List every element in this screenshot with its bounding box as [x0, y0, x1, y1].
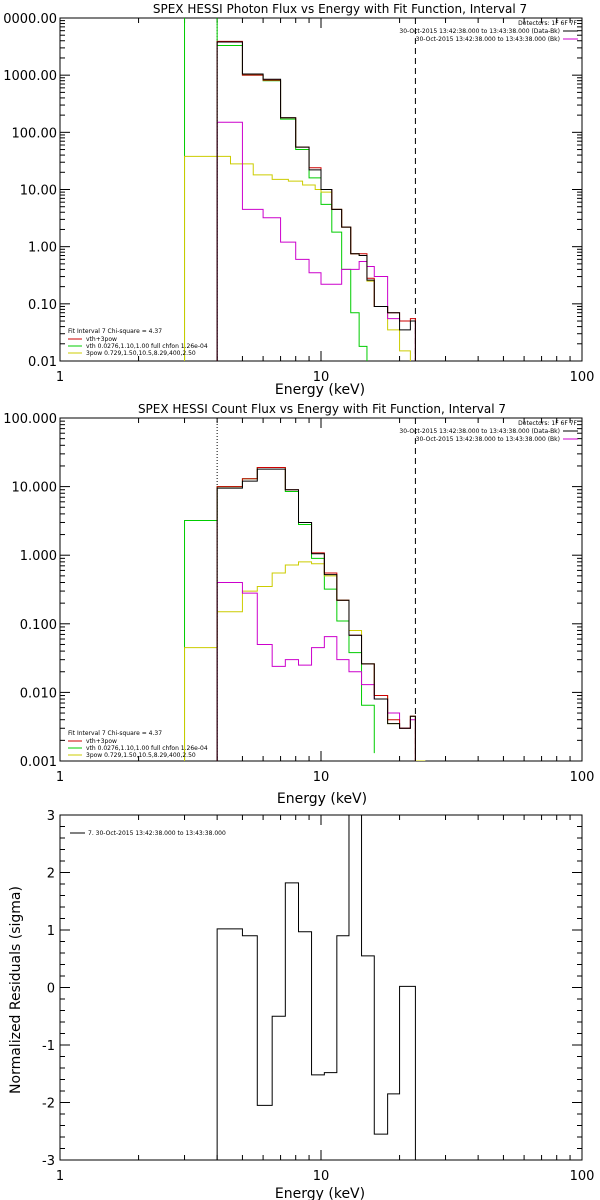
- x-axis-label: Energy (keV): [275, 382, 365, 398]
- y-tick-label: 100.00: [12, 126, 58, 141]
- y-tick-label: 2: [47, 867, 55, 882]
- x-tick-label: 10: [313, 370, 330, 385]
- series-bk: [216, 121, 416, 361]
- legend-thermal: vth 0.0276,1.10,1.00 full chfon 1.26e-04: [86, 745, 208, 752]
- x-tick-label: 100: [570, 770, 595, 785]
- legend-power: 3pow 0.729,1.50,10.5,8.29,400,2.50: [86, 350, 196, 357]
- series-thermal: [184, 18, 368, 361]
- series-total: [216, 466, 416, 761]
- x-tick-label: 1: [56, 770, 64, 785]
- legend-thermal: vth 0.0276,1.10,1.00 full chfon 1.26e-04: [86, 343, 208, 350]
- legend-power: 3pow 0.729,1.50,10.5,8.29,400,2.50: [86, 752, 196, 759]
- x-axis-label: Energy (keV): [277, 791, 367, 807]
- x-tick-label: 100: [570, 1169, 595, 1184]
- plot-area: 1 10 100 -3 -2 -1 0 1 2 3: [42, 809, 595, 1184]
- y-tick-label: 3: [47, 809, 55, 824]
- right-legend: Detectors: 1F 6F 7F 30-Oct-2015 13:42:38…: [399, 20, 578, 43]
- y-tick-label: 10.000: [12, 481, 58, 496]
- series-total: [216, 40, 416, 361]
- detectors-text: Detectors: 1F 6F 7F: [518, 420, 577, 427]
- y-tick-label: 1.00: [28, 241, 57, 256]
- series-thermal: [184, 466, 375, 761]
- y-tick-label: 1000.00: [3, 69, 57, 84]
- series-data: [216, 41, 416, 361]
- y-tick-label: 1: [47, 924, 55, 939]
- y-tick-label: 10.00: [20, 184, 57, 199]
- y-tick-label: 100.000: [3, 412, 57, 427]
- y-axis-label: Normalized Residuals (sigma): [8, 886, 24, 1094]
- left-legend: Fit Interval 7 Chi-square = 4.37 vth+3po…: [68, 730, 208, 759]
- x-tick-label: 1: [56, 1169, 64, 1184]
- x-tick-label: 1: [56, 370, 64, 385]
- y-tick-label: 0.001: [20, 755, 57, 770]
- series-bk: [216, 581, 416, 761]
- series-data: [216, 468, 416, 761]
- y-tick-label: -2: [42, 1097, 55, 1112]
- left-legend: Fit Interval 7 Chi-square = 4.37 vth+3po…: [68, 328, 208, 357]
- series-power: [184, 155, 411, 361]
- right-legend: Detectors: 1F 6F 7F 30-Oct-2015 13:42:38…: [399, 420, 578, 443]
- plot-frame: [59, 417, 583, 762]
- plot-area: 1 10 100 0.01 0.10 1.00 10.00 100.00 1000.00 0000…: [3, 12, 595, 385]
- series-data: [216, 815, 416, 1160]
- count-flux-panel: SPEX HESSI Count Flux vs Energy with Fit…: [3, 402, 594, 807]
- legend-text: 7. 30-Oct-2015 13:42:38.000 to 13:43:38.…: [88, 830, 226, 837]
- photon-flux-panel: SPEX HESSI Photon Flux vs Energy with Fi…: [3, 2, 594, 398]
- residuals-panel: Energy (keV) Normalized Residuals (sigma…: [8, 809, 594, 1200]
- detectors-text: Detectors: 1F 6F 7F: [518, 20, 577, 27]
- legend-total: vth+3pow: [86, 738, 117, 745]
- fit-info-text: Fit Interval 7 Chi-square = 4.37: [68, 730, 162, 737]
- chart-title: SPEX HESSI Count Flux vs Energy with Fit…: [138, 402, 506, 416]
- y-tick-label: 0.010: [20, 686, 57, 701]
- y-tick-label: 0000.00: [3, 12, 57, 27]
- y-tick-label: 0.10: [28, 298, 57, 313]
- y-tick-label: -1: [42, 1039, 55, 1054]
- x-tick-label: 10: [313, 1169, 330, 1184]
- legend-bk: 30-Oct-2015 13:42:38.000 to 13:43:38.000…: [416, 436, 560, 443]
- legend-data-bk: 30-Oct-2015 13:42:38.000 to 13:43:38.000…: [399, 28, 560, 35]
- x-axis-label: Energy (keV): [275, 1186, 365, 1200]
- x-tick-label: 100: [570, 370, 595, 385]
- chart-title: SPEX HESSI Photon Flux vs Energy with Fi…: [153, 2, 527, 16]
- y-tick-label: 0: [47, 982, 55, 997]
- fit-info-text: Fit Interval 7 Chi-square = 4.37: [68, 328, 162, 335]
- x-tick-label: 10: [313, 770, 330, 785]
- legend-bk: 30-Oct-2015 13:42:38.000 to 13:43:38.000…: [416, 36, 560, 43]
- legend-total: vth+3pow: [86, 336, 117, 343]
- y-tick-label: 0.01: [28, 355, 57, 370]
- y-tick-label: 1.000: [20, 549, 57, 564]
- plot-area: 1 10 100 0.001 0.010 0.100 1.000 10.000 100.000: [3, 412, 594, 785]
- y-tick-label: 0.100: [20, 618, 57, 633]
- plot-frame: [59, 814, 583, 1161]
- legend-data-bk: 30-Oct-2015 13:42:38.000 to 13:43:38.000…: [399, 428, 560, 435]
- y-tick-label: -3: [42, 1154, 55, 1169]
